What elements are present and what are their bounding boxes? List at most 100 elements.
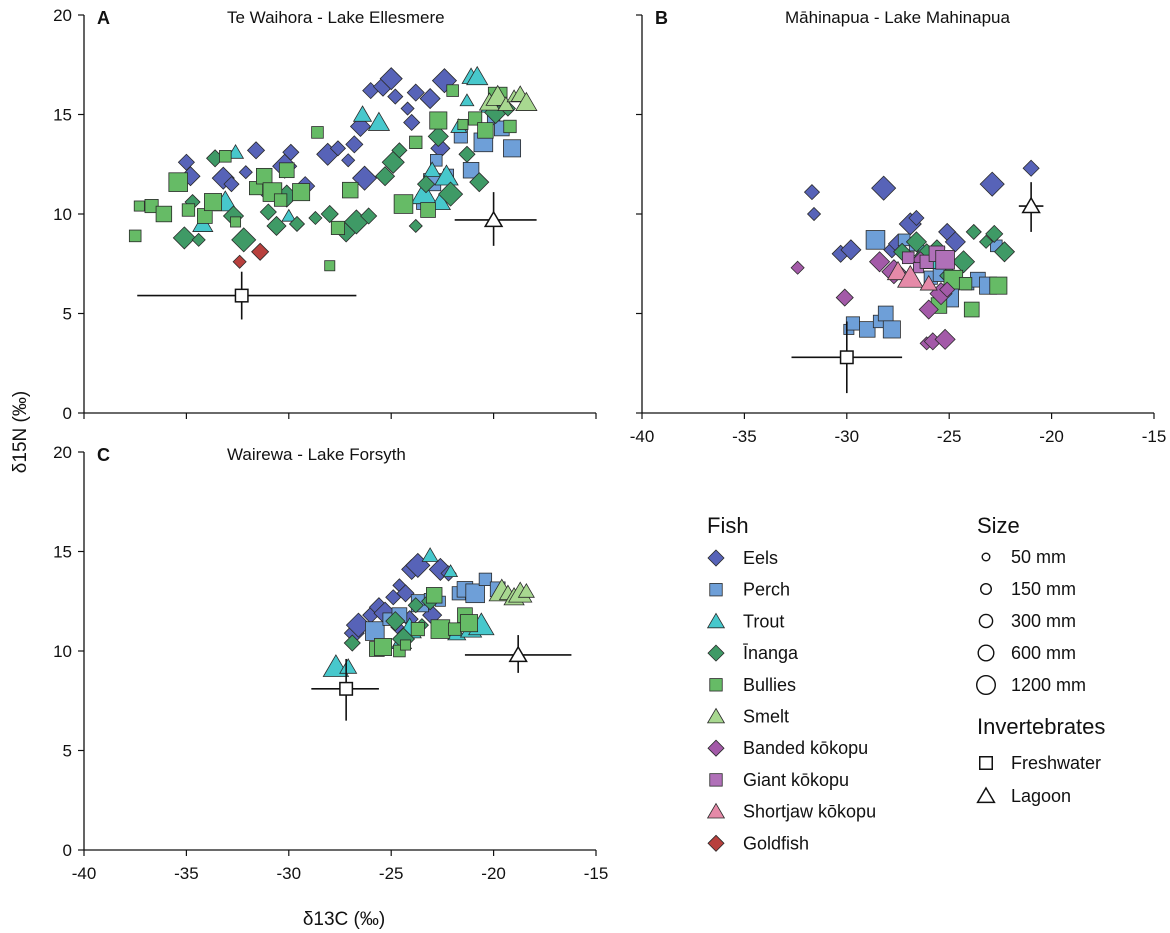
point-smelt [515,91,538,111]
point-eels [345,612,371,638]
legend-size-item: 150 mm [980,579,1076,599]
point-bullies [457,118,469,130]
legend-size-title: Size [977,513,1020,538]
panel-title: Māhinapua - Lake Mahinapua [785,8,1010,27]
panel-letter: C [97,445,110,465]
legend-marker-perch [709,583,723,597]
invertebrate-lagoon [464,635,572,673]
point-inanga [407,597,424,614]
legend-label: Trout [743,611,784,631]
invertebrate-freshwater [137,271,357,320]
legend-size-item: 1200 mm [976,675,1086,696]
legend-invert-marker [979,756,993,770]
size-circle [977,644,995,662]
point-trout [352,105,373,122]
legend-size-label: 50 mm [1011,547,1066,567]
legend-item-bullies: Bullies [709,675,796,695]
x-tick-label: -25 [379,864,404,883]
point-bullies [430,619,451,639]
legend-label: Shortjaw kōkopu [743,802,876,822]
point-bullies [292,183,311,202]
point-bullies [168,172,188,192]
point-eels [329,140,347,157]
y-tick-label: 10 [53,642,72,661]
point-smelt [497,96,515,111]
legend-size-label: 600 mm [1011,643,1076,663]
point-eels [387,88,404,105]
point-eels [379,67,403,91]
point-inanga [360,207,378,225]
legend-size-label: 1200 mm [1011,675,1086,695]
point-eels [282,143,300,161]
point-bullies [311,126,324,139]
point-inanga [320,204,339,224]
point-bullies [420,202,436,218]
point-trout [459,93,475,107]
invertebrate-marker [483,210,504,228]
invertebrate-marker [1021,196,1041,214]
point-perch [845,316,860,331]
legend-label: Goldfish [743,833,809,853]
y-tick-label: 20 [53,6,72,25]
legend-item-eels: Eels [707,548,778,568]
invertebrate-freshwater [791,321,903,394]
legend-label: Perch [743,580,790,600]
point-inanga [416,175,436,194]
point-eels [345,135,364,154]
point-inanga [978,234,994,249]
x-tick-label: -40 [72,864,97,883]
legend-item-trout: Trout [706,611,784,631]
point-bullies [448,622,462,636]
y-tick-label: 15 [53,543,72,562]
point-inanga [191,232,206,247]
point-goldfish [251,242,270,261]
point-bullies [374,638,392,657]
y-tick-label: 0 [63,841,72,860]
point-perch [465,583,485,604]
point-perch [503,139,522,158]
point-bullies [342,181,359,199]
invertebrate-marker [508,645,528,663]
point-inanga [458,145,476,163]
point-perch [859,321,876,338]
point-trout [367,111,391,131]
x-tick-label: -40 [630,427,655,446]
legend-item-inanga: Īnanga [707,643,799,663]
x-tick-label: -35 [174,864,199,883]
legend-item-goldfish: Goldfish [707,833,809,853]
point-perch [430,154,443,167]
point-eels [908,209,925,227]
point-bullies [460,614,479,633]
point-inanga [985,224,1004,243]
panel-title: Te Waihora - Lake Ellesmere [227,8,445,27]
point-bullies [410,622,425,637]
point-inanga [172,226,196,250]
legend-size-label: 150 mm [1011,579,1076,599]
data-points [322,547,535,677]
legend-item-giant-kokopu: Giant kōkopu [709,770,849,790]
invertebrate-marker [234,288,249,303]
point-eels [406,83,425,102]
point-bullies [446,84,459,97]
point-giant-kokopu [935,250,955,270]
invertebrate-marker [339,681,354,696]
y-tick-label: 10 [53,205,72,224]
point-inanga [438,181,464,207]
x-tick-label: -15 [584,864,609,883]
point-bullies [393,194,414,214]
point-banded-kokopu [939,281,956,298]
x-tick-label: -30 [277,864,302,883]
y-tick-label: 5 [63,742,72,761]
point-banded-kokopu [918,299,939,320]
point-bullies [468,111,483,126]
point-bullies [477,122,494,139]
point-eels [403,113,421,132]
point-trout [339,658,358,674]
point-inanga [231,227,257,253]
point-eels [979,171,1005,197]
point-perch [877,305,894,322]
point-bullies [278,162,295,179]
invertebrate-marker [839,350,854,365]
point-bullies [204,193,223,212]
point-eels [223,176,240,193]
